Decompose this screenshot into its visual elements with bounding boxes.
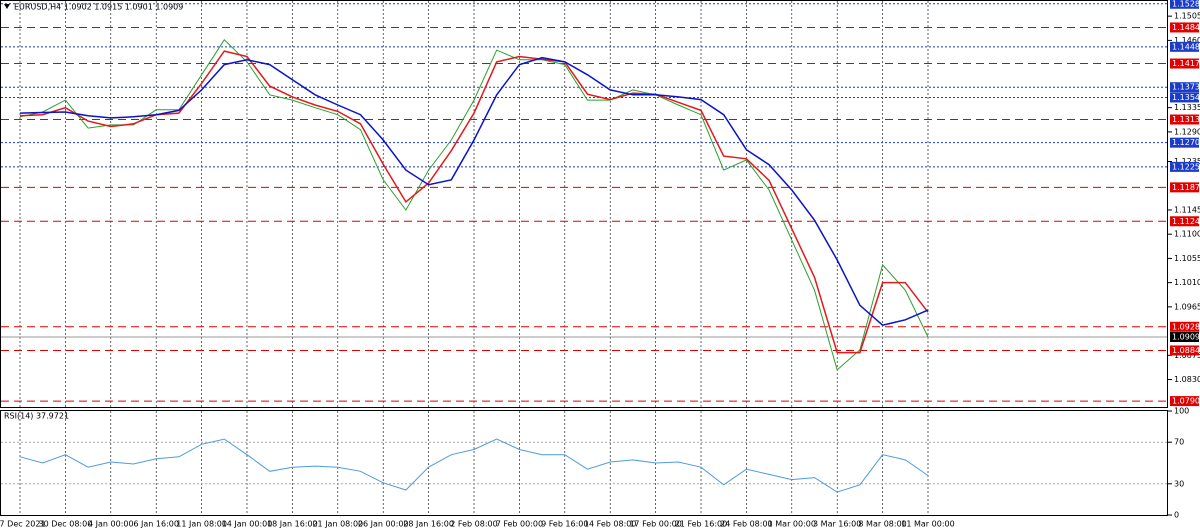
x-tick-label: 9 Feb 16:00 (541, 520, 588, 529)
x-tick-label: 11 Jan 08:00 (176, 520, 227, 529)
level-label: 1.0884 (1172, 346, 1200, 355)
y-tick-label: 70 (1174, 438, 1184, 447)
y-tick-label: 1.0965 (1174, 302, 1200, 311)
level-label-box (1170, 182, 1199, 193)
y-tick-label: 1.1055 (1174, 254, 1200, 263)
level-label: 1.1270 (1172, 138, 1200, 147)
x-tick-label: 6 Jan 16:00 (133, 520, 179, 529)
y-tick-label: 0 (1174, 511, 1179, 520)
x-tick-label: 7 Feb 00:00 (496, 520, 543, 529)
level-label-box (1170, 114, 1199, 125)
y-tick-label: 1.1335 (1174, 103, 1200, 112)
price-frame (0, 0, 1168, 408)
level-label-box (1170, 321, 1199, 332)
level-label-box (1170, 82, 1199, 93)
level-label-box (1170, 396, 1199, 407)
x-tick-label: 11 Mar 00:00 (901, 520, 954, 529)
level-label: 1.0928 (1172, 322, 1200, 331)
x-tick-label: 8 Mar 08:00 (858, 520, 906, 529)
x-tick-label: 1 Mar 00:00 (768, 520, 816, 529)
level-label-box (1170, 0, 1199, 9)
series-line (19, 50, 929, 354)
x-tick-label: 30 Dec 08:00 (38, 520, 92, 529)
rsi-frame (0, 410, 1168, 516)
x-tick-label: 21 Feb 16:00 (675, 520, 727, 529)
level-label: 1.1448 (1172, 42, 1200, 51)
x-tick-label: 27 Dec 2021 (0, 520, 46, 529)
level-label-box (1170, 92, 1199, 103)
level-label: 1.1484 (1172, 23, 1200, 32)
level-label-box (1170, 137, 1199, 148)
level-label: 1.1313 (1172, 115, 1200, 124)
level-label-box (1170, 22, 1199, 33)
menu-triangle[interactable] (4, 4, 10, 9)
level-label: 1.1124 (1172, 217, 1200, 226)
y-tick-label: 30 (1174, 479, 1184, 488)
x-tick-label: 24 Feb 08:00 (720, 520, 772, 529)
y-tick-label: 1.1010 (1174, 278, 1200, 287)
x-tick-label: 28 Jan 16:00 (403, 520, 454, 529)
x-tick-label: 14 Feb 08:00 (584, 520, 636, 529)
y-tick-label: 1.1235 (1174, 157, 1200, 166)
level-label-box (1170, 161, 1199, 172)
x-tick-label: 4 Jan 00:00 (88, 520, 134, 529)
series-line (19, 56, 929, 327)
level-label-box (1170, 41, 1199, 52)
level-label: 1.1373 (1172, 83, 1200, 92)
x-tick-label: 18 Jan 16:00 (267, 520, 318, 529)
y-tick-label: 1.0830 (1174, 375, 1200, 384)
x-tick-label: 21 Jan 08:00 (312, 520, 363, 529)
level-label: 1.1528 (1172, 0, 1200, 8)
x-tick-label: 14 Jan 00:00 (222, 520, 273, 529)
last-price-label: 1.0909 (1172, 333, 1200, 342)
x-tick-label: 17 Feb 00:00 (629, 520, 681, 529)
y-tick-label: 1.1145 (1174, 205, 1200, 214)
level-label: 1.1187 (1172, 183, 1200, 192)
x-tick-label: 26 Jan 00:00 (358, 520, 409, 529)
y-tick-label: 100 (1174, 407, 1189, 416)
y-tick-label: 1.1505 (1174, 12, 1200, 21)
series-line (19, 438, 929, 493)
price-title: EURUSD,H4 1.0902 1.0915 1.0901 1.0909 (14, 3, 183, 12)
rsi-title: RSI(14) 37.9721 (4, 412, 69, 421)
last-price-box (1170, 332, 1199, 343)
level-label-box (1170, 58, 1199, 69)
level-label: 1.1354 (1172, 93, 1200, 102)
y-tick-label: 1.1290 (1174, 127, 1200, 136)
level-label: 1.0790 (1172, 397, 1200, 406)
level-label-box (1170, 345, 1199, 356)
level-label: 1.1417 (1172, 59, 1200, 68)
x-tick-label: 2 Feb 08:00 (450, 520, 497, 529)
level-label: 1.1225 (1172, 162, 1200, 171)
level-label-box (1170, 216, 1199, 227)
series-line (19, 39, 929, 371)
y-tick-label: 1.1460 (1174, 36, 1200, 45)
y-tick-label: 1.1100 (1174, 230, 1200, 239)
x-tick-label: 3 Mar 16:00 (813, 520, 861, 529)
